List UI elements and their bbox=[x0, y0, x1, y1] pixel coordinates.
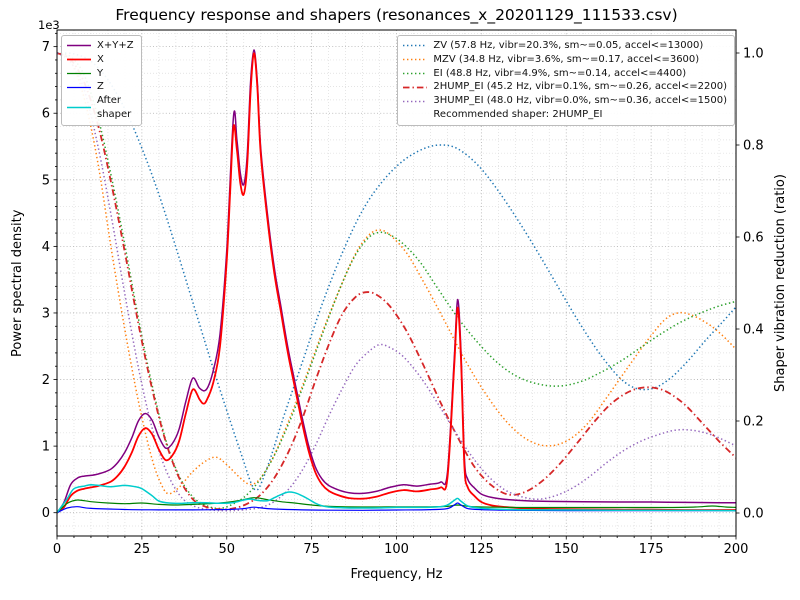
series-after-shaper bbox=[57, 483, 736, 514]
grid-major bbox=[56, 30, 737, 536]
y-tick-label-right: 0.2 bbox=[743, 415, 764, 430]
series-X bbox=[57, 52, 736, 514]
legend-item: After shaper bbox=[66, 94, 134, 122]
legend-item: Y bbox=[66, 67, 134, 81]
legend-item: ZV (57.8 Hz, vibr=20.3%, sm~=0.05, accel… bbox=[402, 39, 727, 53]
y-tick-label-right: 1.0 bbox=[743, 47, 764, 62]
y-tick-label-right: 0.0 bbox=[743, 507, 764, 522]
y-axis-label-right: Shaper vibration reduction (ratio) bbox=[773, 174, 788, 392]
x-axis-label: Frequency, Hz bbox=[350, 567, 443, 582]
legend-item: 2HUMP_EI (45.2 Hz, vibr=0.1%, sm~=0.26, … bbox=[402, 80, 727, 94]
legend-line-sample bbox=[66, 69, 92, 78]
y-axis-label-left: Power spectral density bbox=[10, 209, 25, 357]
tick-labels: 0 25 50 75 100 125 150 175 200 0 1 2 3 4 5 6 7 0.0 0.2 0.4 0… bbox=[42, 40, 764, 557]
y-tick-label-left: 4 bbox=[42, 240, 50, 255]
legend-line-sample bbox=[66, 103, 92, 112]
legend-item: X+Y+Z bbox=[66, 39, 134, 53]
legend-label: 3HUMP_EI (48.0 Hz, vibr=0.0%, sm~=0.36, … bbox=[433, 95, 727, 107]
y-tick-label-left: 3 bbox=[42, 306, 50, 321]
series-ZV bbox=[57, 52, 736, 491]
y-tick-label-left: 6 bbox=[42, 107, 50, 122]
legend-label: After shaper bbox=[97, 95, 132, 120]
y-tick-label-left: 5 bbox=[42, 173, 50, 188]
legend-item: 3HUMP_EI (48.0 Hz, vibr=0.0%, sm~=0.36, … bbox=[402, 94, 727, 108]
legend-item: Recommended shaper: 2HUMP_EI bbox=[402, 108, 727, 122]
legend-psd: X+Y+Z X Y Z After shaper bbox=[61, 35, 142, 126]
legend-label: Y bbox=[97, 67, 104, 79]
legend-label: X+Y+Z bbox=[97, 40, 134, 51]
y-tick-label-right: 0.8 bbox=[743, 139, 764, 154]
legend-line-sample bbox=[402, 83, 428, 92]
legend-item: X bbox=[66, 53, 134, 67]
y-tick-label-left: 0 bbox=[42, 506, 50, 521]
legend-line-sample bbox=[66, 41, 92, 50]
legend-line-sample bbox=[66, 83, 92, 92]
x-tick-label: 50 bbox=[218, 542, 235, 557]
legend-item: MZV (34.8 Hz, vibr=3.6%, sm~=0.17, accel… bbox=[402, 53, 727, 67]
y-tick-label-right: 0.6 bbox=[743, 231, 764, 246]
y-tick-label-left: 2 bbox=[42, 373, 50, 388]
x-tick-label: 100 bbox=[384, 542, 409, 557]
legend-label: 2HUMP_EI (45.2 Hz, vibr=0.1%, sm~=0.26, … bbox=[433, 81, 727, 93]
series-2HUMP_EI bbox=[57, 52, 736, 511]
x-tick-label: 150 bbox=[554, 542, 579, 557]
x-tick-label: 0 bbox=[53, 542, 61, 557]
legend-item: EI (48.8 Hz, vibr=4.9%, sm~=0.14, accel<… bbox=[402, 67, 727, 81]
legend-line-sample bbox=[402, 97, 428, 106]
legend-sample-blank bbox=[402, 110, 428, 119]
chart-title: Frequency response and shapers (resonanc… bbox=[115, 6, 678, 24]
legend-item: Z bbox=[66, 80, 134, 94]
legend-line-sample bbox=[402, 69, 428, 78]
x-tick-label: 175 bbox=[639, 542, 664, 557]
x-tick-label: 75 bbox=[303, 542, 320, 557]
legend-line-sample bbox=[402, 55, 428, 64]
y-tick-label-left: 7 bbox=[42, 40, 50, 55]
legend-label: EI (48.8 Hz, vibr=4.9%, sm~=0.14, accel<… bbox=[433, 67, 687, 79]
x-tick-label: 200 bbox=[724, 542, 749, 557]
axis-ticks bbox=[53, 32, 740, 540]
axis-offset-label: 1e3 bbox=[38, 18, 60, 32]
legend-label: Recommended shaper: 2HUMP_EI bbox=[433, 108, 603, 120]
series-Y bbox=[57, 497, 736, 514]
x-tick-label: 25 bbox=[134, 542, 151, 557]
legend-label: MZV (34.8 Hz, vibr=3.6%, sm~=0.17, accel… bbox=[433, 53, 700, 65]
series-layer bbox=[57, 49, 736, 514]
x-tick-label: 125 bbox=[469, 542, 494, 557]
y-tick-label-right: 0.4 bbox=[743, 323, 764, 338]
legend-label: ZV (57.8 Hz, vibr=20.3%, sm~=0.05, accel… bbox=[433, 40, 704, 51]
legend-label: Z bbox=[97, 81, 104, 93]
legend-shapers: ZV (57.8 Hz, vibr=20.3%, sm~=0.05, accel… bbox=[397, 35, 735, 126]
legend-label: X bbox=[97, 53, 104, 65]
y-tick-label-left: 1 bbox=[42, 440, 50, 455]
legend-line-sample bbox=[402, 41, 428, 50]
series-MZV bbox=[57, 52, 736, 495]
legend-line-sample bbox=[66, 55, 92, 64]
